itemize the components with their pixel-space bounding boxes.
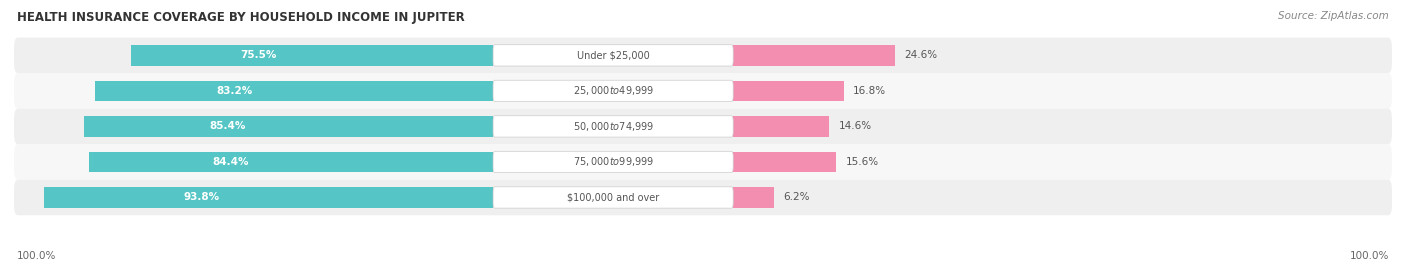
FancyBboxPatch shape: [494, 151, 733, 173]
FancyBboxPatch shape: [14, 180, 1392, 215]
Bar: [733, 187, 773, 208]
Text: 24.6%: 24.6%: [904, 50, 938, 60]
Text: 75.5%: 75.5%: [240, 50, 277, 60]
Text: HEALTH INSURANCE COVERAGE BY HOUSEHOLD INCOME IN JUPITER: HEALTH INSURANCE COVERAGE BY HOUSEHOLD I…: [17, 11, 464, 24]
Text: 100.0%: 100.0%: [1350, 251, 1389, 261]
FancyBboxPatch shape: [14, 73, 1392, 109]
Text: 83.2%: 83.2%: [217, 86, 252, 96]
Bar: [94, 81, 494, 101]
Text: 16.8%: 16.8%: [853, 86, 886, 96]
Text: 14.6%: 14.6%: [839, 121, 872, 132]
FancyBboxPatch shape: [494, 45, 733, 66]
FancyBboxPatch shape: [14, 144, 1392, 180]
FancyBboxPatch shape: [14, 109, 1392, 144]
FancyBboxPatch shape: [14, 38, 1392, 73]
Bar: [733, 81, 844, 101]
Text: $25,000 to $49,999: $25,000 to $49,999: [572, 84, 654, 97]
Text: Source: ZipAtlas.com: Source: ZipAtlas.com: [1278, 11, 1389, 21]
Bar: [84, 116, 494, 137]
Text: 15.6%: 15.6%: [845, 157, 879, 167]
Text: 85.4%: 85.4%: [209, 121, 246, 132]
Text: $100,000 and over: $100,000 and over: [567, 193, 659, 203]
Bar: [733, 152, 835, 172]
FancyBboxPatch shape: [494, 187, 733, 208]
FancyBboxPatch shape: [494, 80, 733, 102]
Bar: [733, 116, 830, 137]
Text: 93.8%: 93.8%: [183, 193, 219, 203]
Text: 100.0%: 100.0%: [17, 251, 56, 261]
Text: 6.2%: 6.2%: [783, 193, 810, 203]
Bar: [89, 152, 494, 172]
Bar: [44, 187, 494, 208]
Text: $50,000 to $74,999: $50,000 to $74,999: [572, 120, 654, 133]
Text: Under $25,000: Under $25,000: [576, 50, 650, 60]
Text: 84.4%: 84.4%: [212, 157, 249, 167]
Bar: [733, 45, 896, 66]
Bar: [132, 45, 494, 66]
Text: $75,000 to $99,999: $75,000 to $99,999: [572, 155, 654, 168]
FancyBboxPatch shape: [494, 116, 733, 137]
